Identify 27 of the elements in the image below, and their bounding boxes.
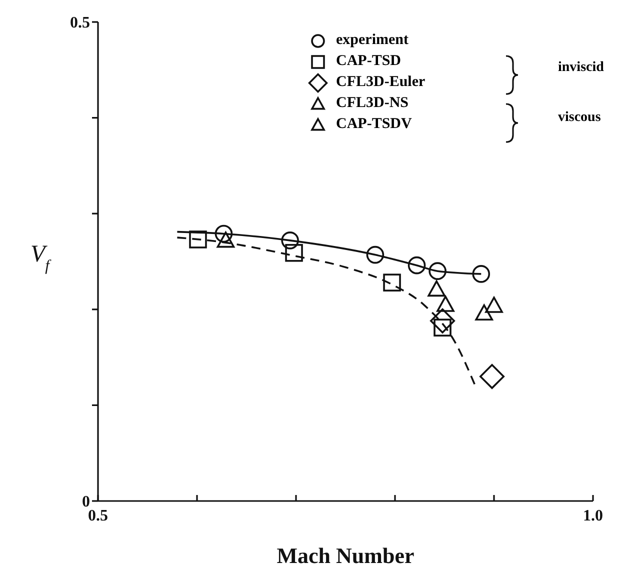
y-tick-label: 0: [82, 494, 90, 511]
point: [383, 274, 401, 292]
annotation: viscous: [558, 110, 601, 126]
point: [408, 256, 426, 274]
point: [480, 364, 505, 389]
point: [428, 262, 446, 280]
y-axis-title: V$_{f}$: [30, 242, 52, 274]
x-tick-label: 1.0: [583, 507, 603, 524]
legend-label: experiment: [336, 32, 408, 49]
point: [366, 246, 384, 264]
point: [436, 296, 454, 312]
point: [428, 280, 446, 297]
legend-label: CAP-TSD: [336, 53, 402, 70]
point: [214, 224, 233, 243]
point: [216, 232, 235, 248]
legend-label: CFL3D-NS: [336, 95, 409, 112]
point: [189, 230, 207, 248]
point: [475, 304, 493, 321]
point: [472, 265, 490, 283]
legend-label: CAP-TSDV: [336, 116, 412, 133]
x-axis-title: Mach Number: [276, 543, 414, 568]
point: [281, 232, 299, 250]
point: [485, 296, 503, 313]
legend-label: CFL3D-Euler: [336, 74, 426, 91]
annotation: inviscid: [558, 60, 604, 76]
point: [285, 244, 303, 262]
point: [430, 308, 456, 334]
